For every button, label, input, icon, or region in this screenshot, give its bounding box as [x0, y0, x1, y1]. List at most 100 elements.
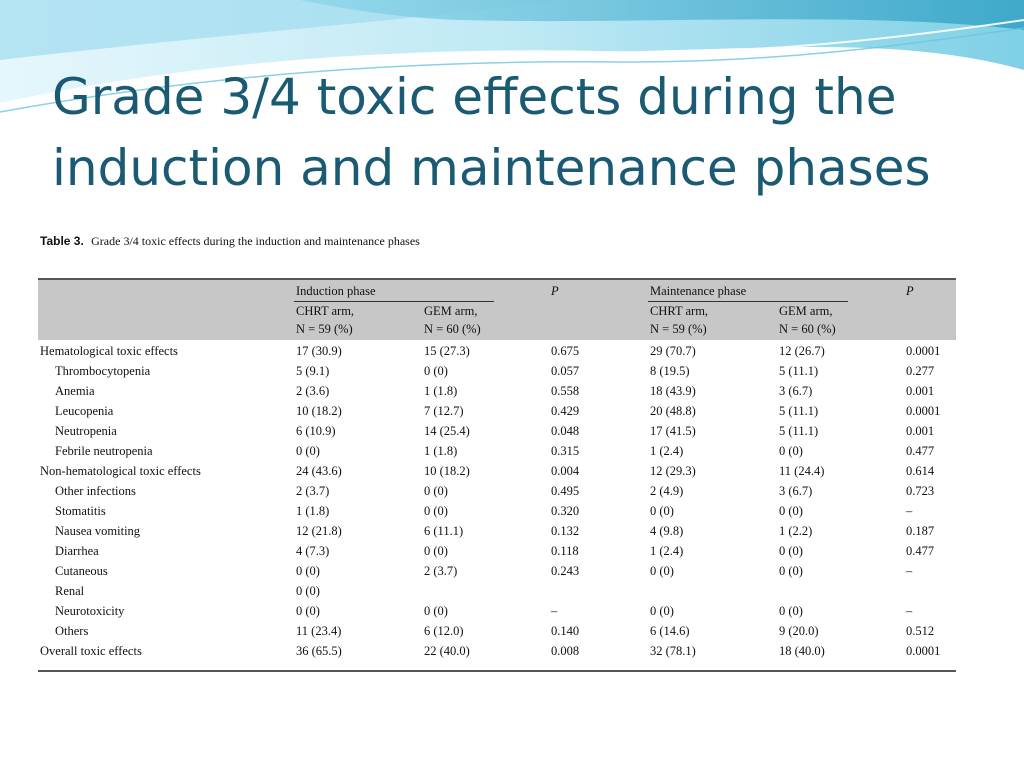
- cell-induction-p: 0.132: [551, 524, 580, 538]
- cell-induction-chrt: 0 (0): [296, 444, 320, 458]
- header-n-gem-induction: N = 60 (%): [424, 322, 481, 336]
- cell-induction-p: 0.008: [551, 644, 580, 658]
- cell-induction-chrt: 17 (30.9): [296, 344, 342, 358]
- cell-induction-chrt: 2 (3.7): [296, 484, 330, 498]
- table-row: Non-hematological toxic effects 24 (43.6)…: [38, 462, 956, 482]
- row-label: Neurotoxicity: [55, 604, 125, 618]
- cell-induction-gem: 15 (27.3): [424, 344, 470, 358]
- header-chrt-arm-induction: CHRT arm,: [296, 304, 355, 318]
- table-caption-label: Table 3.: [40, 234, 84, 248]
- header-rule-maintenance: [648, 301, 848, 302]
- cell-induction-gem: 1 (1.8): [424, 444, 458, 458]
- row-label: Leucopenia: [55, 404, 114, 418]
- slide-title: Grade 3/4 toxic effects during the induc…: [52, 68, 931, 197]
- table-row: Hematological toxic effects 17 (30.9) 15 (…: [38, 342, 956, 362]
- cell-induction-p: 0.315: [551, 444, 580, 458]
- table-row: Stomatitis 1 (1.8) 0 (0) 0.320 0 (0) 0 (0) –: [38, 502, 956, 522]
- cell-maintenance-chrt: 4 (9.8): [650, 524, 684, 538]
- cell-induction-p: 0.320: [551, 504, 580, 518]
- cell-maintenance-chrt: 8 (19.5): [650, 364, 690, 378]
- cell-induction-chrt: 36 (65.5): [296, 644, 342, 658]
- cell-induction-p: 0.675: [551, 344, 580, 358]
- cell-induction-p: 0.140: [551, 624, 580, 638]
- table-row: Febrile neutropenia 0 (0) 1 (1.8) 0.315 1 (2…: [38, 442, 956, 462]
- cell-maintenance-gem: 0 (0): [779, 604, 803, 618]
- cell-maintenance-gem: 0 (0): [779, 444, 803, 458]
- cell-induction-chrt: 2 (3.6): [296, 384, 330, 398]
- row-label: Other infections: [55, 484, 136, 498]
- decorative-wave-banner: [0, 0, 1024, 113]
- header-gem-arm-maintenance: GEM arm,: [779, 304, 833, 318]
- cell-induction-p: –: [551, 604, 558, 618]
- table-row: Neutropenia 6 (10.9) 14 (25.4) 0.048 17 (41.…: [38, 422, 956, 442]
- cell-maintenance-gem: 5 (11.1): [779, 364, 819, 378]
- row-label: Anemia: [55, 384, 95, 398]
- cell-maintenance-gem: 11 (24.4): [779, 464, 825, 478]
- cell-induction-p: 0.048: [551, 424, 580, 438]
- cell-maintenance-gem: 12 (26.7): [779, 344, 825, 358]
- cell-maintenance-p: 0.187: [906, 524, 935, 538]
- row-label: Non-hematological toxic effects: [40, 464, 201, 478]
- cell-maintenance-gem: 1 (2.2): [779, 524, 813, 538]
- table-row: Others 11 (23.4) 6 (12.0) 0.140 6 (14.6) 9 (2…: [38, 622, 956, 642]
- cell-maintenance-gem: 0 (0): [779, 544, 803, 558]
- cell-induction-p: 0.057: [551, 364, 580, 378]
- cell-maintenance-chrt: 1 (2.4): [650, 544, 684, 558]
- cell-induction-gem: 0 (0): [424, 544, 448, 558]
- cell-induction-gem: 6 (11.1): [424, 524, 464, 538]
- header-p-induction: P: [551, 284, 559, 298]
- cell-maintenance-p: –: [906, 504, 913, 518]
- cell-maintenance-p: 0.512: [906, 624, 935, 638]
- cell-maintenance-chrt: 0 (0): [650, 604, 674, 618]
- cell-induction-chrt: 0 (0): [296, 604, 320, 618]
- cell-induction-gem: 1 (1.8): [424, 384, 458, 398]
- table-row: Renal 0 (0): [38, 582, 956, 602]
- header-n-chrt-induction: N = 59 (%): [296, 322, 353, 336]
- cell-maintenance-p: 0.477: [906, 444, 935, 458]
- row-label: Stomatitis: [55, 504, 106, 518]
- cell-induction-gem: 10 (18.2): [424, 464, 470, 478]
- cell-induction-gem: 2 (3.7): [424, 564, 458, 578]
- cell-induction-chrt: 6 (10.9): [296, 424, 336, 438]
- row-label: Nausea vomiting: [55, 524, 141, 538]
- table-row: Anemia 2 (3.6) 1 (1.8) 0.558 18 (43.9) 3 (6.7…: [38, 382, 956, 402]
- cell-induction-p: 0.558: [551, 384, 580, 398]
- cell-maintenance-chrt: 18 (43.9): [650, 384, 696, 398]
- cell-maintenance-chrt: 6 (14.6): [650, 624, 690, 638]
- table-row: Thrombocytopenia 5 (9.1) 0 (0) 0.057 8 (19.5…: [38, 362, 956, 382]
- table-row: Leucopenia 10 (18.2) 7 (12.7) 0.429 20 (48.8…: [38, 402, 956, 422]
- row-label: Neutropenia: [55, 424, 117, 438]
- cell-induction-chrt: 5 (9.1): [296, 364, 330, 378]
- cell-maintenance-p: 0.0001: [906, 644, 941, 658]
- cell-maintenance-chrt: 12 (29.3): [650, 464, 696, 478]
- cell-induction-chrt: 12 (21.8): [296, 524, 342, 538]
- row-label: Diarrhea: [55, 544, 99, 558]
- cell-maintenance-p: 0.001: [906, 424, 935, 438]
- cell-maintenance-chrt: 20 (48.8): [650, 404, 696, 418]
- cell-maintenance-gem: 3 (6.7): [779, 484, 813, 498]
- row-label: Thrombocytopenia: [55, 364, 151, 378]
- cell-induction-chrt: 1 (1.8): [296, 504, 330, 518]
- table-row: Neurotoxicity 0 (0) 0 (0) – 0 (0) 0 (0) –: [38, 602, 956, 622]
- cell-maintenance-p: –: [906, 604, 913, 618]
- cell-maintenance-chrt: 29 (70.7): [650, 344, 696, 358]
- header-chrt-arm-maintenance: CHRT arm,: [650, 304, 709, 318]
- table-row: Other infections 2 (3.7) 0 (0) 0.495 2 (4.9)…: [38, 482, 956, 502]
- table-header: Induction phase P Maintenance phase P CH…: [38, 278, 956, 340]
- cell-maintenance-chrt: 0 (0): [650, 564, 674, 578]
- header-rule-induction: [294, 301, 494, 302]
- header-induction-phase: Induction phase: [296, 284, 376, 298]
- cell-maintenance-gem: 5 (11.1): [779, 404, 819, 418]
- cell-induction-gem: 7 (12.7): [424, 404, 464, 418]
- cell-maintenance-gem: 9 (20.0): [779, 624, 819, 638]
- cell-induction-gem: 14 (25.4): [424, 424, 470, 438]
- table-caption-text: Grade 3/4 toxic effects during the induc…: [91, 234, 420, 248]
- cell-maintenance-p: 0.614: [906, 464, 935, 478]
- cell-induction-chrt: 0 (0): [296, 564, 320, 578]
- cell-maintenance-chrt: 0 (0): [650, 504, 674, 518]
- cell-maintenance-p: 0.723: [906, 484, 935, 498]
- cell-maintenance-gem: 0 (0): [779, 564, 803, 578]
- cell-induction-chrt: 0 (0): [296, 584, 320, 598]
- cell-maintenance-p: 0.0001: [906, 404, 941, 418]
- cell-induction-chrt: 11 (23.4): [296, 624, 342, 638]
